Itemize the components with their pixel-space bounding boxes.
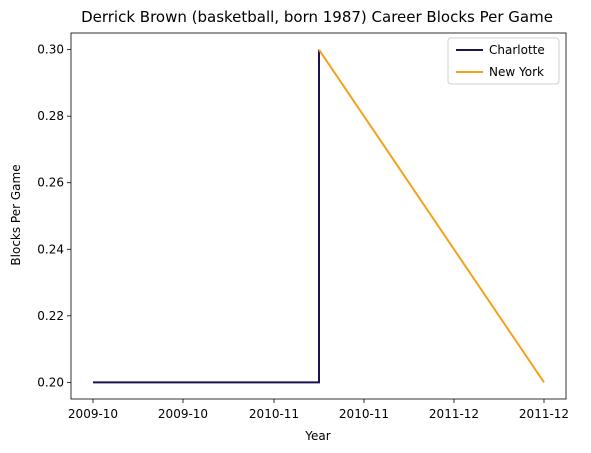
x-tick-label: 2011-12 bbox=[519, 407, 569, 421]
y-tick-label: 0.26 bbox=[37, 176, 64, 190]
x-tick-label: 2009-10 bbox=[68, 407, 118, 421]
plot-frame bbox=[70, 32, 567, 400]
y-tick-label: 0.22 bbox=[37, 309, 64, 323]
y-tick-label: 0.24 bbox=[37, 242, 64, 256]
y-tick-label: 0.30 bbox=[37, 43, 64, 57]
y-tick-label: 0.28 bbox=[37, 109, 64, 123]
series-line-0 bbox=[93, 49, 320, 384]
x-axis-label: Year bbox=[304, 429, 330, 443]
chart-title: Derrick Brown (basketball, born 1987) Ca… bbox=[81, 8, 553, 26]
x-tick-label: 2010-11 bbox=[249, 407, 299, 421]
legend-label: New York bbox=[489, 65, 544, 79]
legend: Charlotte New York bbox=[447, 37, 560, 85]
legend-label: Charlotte bbox=[489, 43, 545, 57]
y-axis-label: Blocks Per Game bbox=[9, 164, 23, 265]
axes: 2009-10 2009-10 2010-11 2010-11 2011-12 2011-… bbox=[37, 32, 569, 421]
x-tick-label: 2010-11 bbox=[339, 407, 389, 421]
series-line-1 bbox=[318, 49, 545, 383]
x-tick-label: 2009-10 bbox=[158, 407, 208, 421]
plot-area bbox=[93, 49, 545, 384]
x-tick-label: 2011-12 bbox=[429, 407, 479, 421]
y-tick-label: 0.20 bbox=[37, 375, 64, 389]
